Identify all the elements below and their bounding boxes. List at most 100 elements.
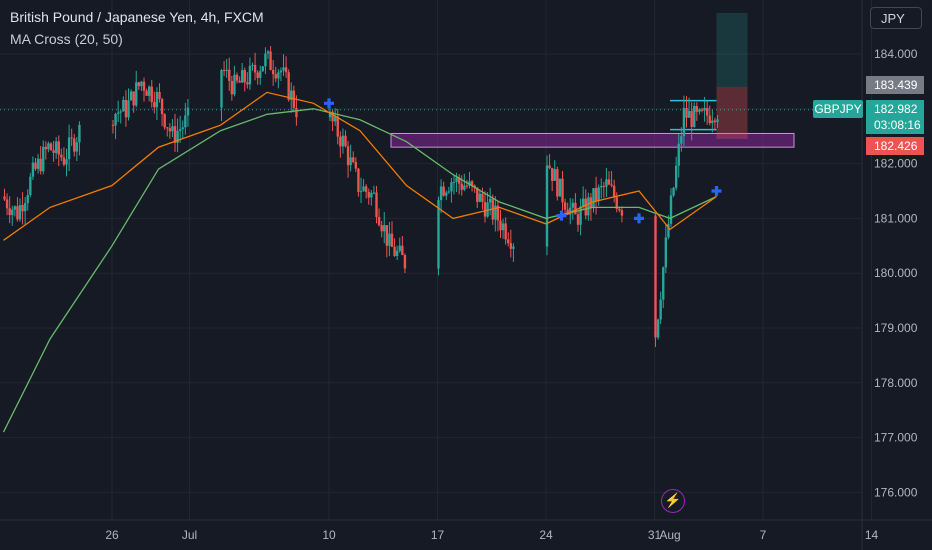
candle-body [3, 196, 6, 200]
current-price: 182.982 [874, 102, 918, 116]
candle-body [246, 82, 249, 85]
lightning-icon[interactable]: ⚡ [661, 489, 685, 513]
candle-body [47, 143, 50, 150]
candle-body [111, 124, 115, 126]
indicator-legend[interactable]: MA Cross (20, 50) [10, 31, 123, 47]
candle-body [26, 195, 29, 204]
candle-body [501, 223, 505, 231]
candle-body [78, 124, 81, 143]
candle-body [240, 70, 244, 83]
candle-body [708, 115, 711, 124]
candle-body [455, 177, 458, 182]
candle-body [251, 65, 254, 67]
candle-body [228, 69, 231, 81]
candle-body [605, 179, 608, 187]
candle-body [344, 135, 347, 147]
candle-body [142, 81, 146, 91]
candle-body [667, 223, 670, 238]
candle-body [372, 192, 376, 194]
candle-body [359, 191, 363, 193]
candle-body [341, 135, 345, 147]
candle-body [685, 108, 688, 118]
candle-body [594, 188, 598, 202]
candle-body [140, 81, 143, 87]
candle-body [116, 112, 120, 114]
candle-body [357, 168, 360, 192]
candle-body [695, 106, 699, 112]
loss-zone [716, 86, 748, 139]
candle-body [600, 185, 603, 188]
lower-price-tag: 182.426 [866, 137, 924, 155]
candle-body [354, 161, 358, 169]
candle-body [339, 136, 342, 147]
x-tick-label: 10 [322, 528, 336, 542]
candle-body [395, 250, 399, 256]
candle-body [282, 67, 285, 71]
candle-body [367, 191, 370, 198]
candle-body [680, 136, 683, 144]
candle-body [556, 169, 559, 197]
bar-countdown: 03:08:16 [874, 118, 921, 132]
candle-body [42, 146, 45, 172]
candle-body [248, 65, 252, 85]
candle-body [654, 215, 657, 338]
y-tick-label: 179.000 [874, 321, 918, 335]
ma50-line [2, 108, 717, 433]
candle-body [65, 159, 68, 165]
candle-body [716, 119, 719, 123]
candle-body [445, 192, 448, 196]
candle-body [656, 319, 660, 338]
drawings [0, 12, 862, 148]
x-tick-label: 7 [760, 528, 767, 542]
chart-header: British Pound / Japanese Yen, 4h, FXCM M… [10, 8, 264, 48]
upper-price-tag: 183.439 [866, 76, 924, 94]
candle-body [166, 127, 169, 129]
candle-body [465, 185, 469, 187]
candle-body [548, 165, 551, 168]
candle-body [478, 193, 482, 202]
candle-body [16, 206, 19, 220]
y-tick-label: 180.000 [874, 266, 918, 280]
candle-body [243, 70, 246, 83]
x-tick-label: 14 [865, 528, 879, 542]
candle-body [39, 158, 42, 172]
candle-body [279, 70, 283, 73]
candle-body [155, 91, 159, 108]
cross-marker [556, 210, 567, 221]
candle-body [135, 82, 138, 106]
candle-body [127, 100, 130, 118]
candle-body [393, 246, 396, 256]
candles [3, 46, 719, 347]
candle-body [54, 141, 58, 153]
y-tick-label: 181.000 [874, 211, 918, 225]
candle-body [473, 185, 476, 188]
candle-body [377, 217, 381, 226]
candle-body [566, 209, 569, 215]
candle-body [346, 146, 350, 166]
x-tick-label: 31 [648, 528, 662, 542]
x-tick-label: 17 [431, 528, 445, 542]
candle-body [328, 111, 332, 118]
candle-body [468, 181, 471, 186]
candle-body [62, 157, 66, 165]
currency-button[interactable]: JPY [870, 7, 922, 29]
candle-body [672, 187, 675, 196]
candle-body [287, 72, 290, 100]
candle-body [558, 178, 562, 197]
candle-body [36, 158, 40, 169]
candle-body [687, 111, 691, 118]
symbol-tag: GBPJPY [813, 100, 863, 118]
candle-body [481, 193, 484, 203]
candle-body [504, 223, 507, 240]
candle-body [266, 51, 270, 54]
candle-body [581, 198, 585, 207]
candle-body [364, 186, 368, 192]
y-tick-label: 178.000 [874, 376, 918, 390]
candle-body [375, 192, 378, 218]
candle-body [137, 82, 141, 87]
candle-body [563, 202, 567, 210]
candle-body [181, 127, 184, 130]
candle-body [158, 91, 161, 99]
candle-body [610, 184, 613, 186]
